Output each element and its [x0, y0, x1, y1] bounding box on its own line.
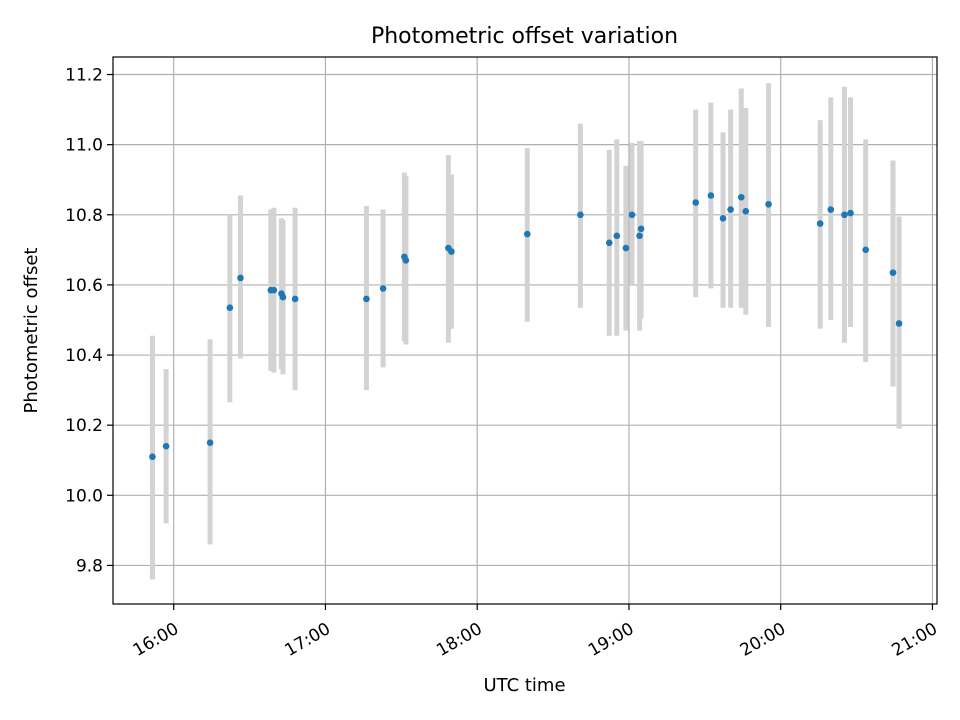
data-point	[523, 230, 531, 238]
y-tick-label: 10.4	[65, 346, 103, 366]
data-point	[841, 211, 848, 219]
data-point	[605, 239, 613, 247]
data-point	[363, 295, 370, 303]
data-point	[379, 285, 387, 292]
y-tick-label: 11.0	[65, 136, 103, 156]
data-point	[719, 214, 727, 222]
data-point	[742, 207, 750, 215]
data-point	[162, 442, 170, 450]
data-point	[847, 209, 854, 217]
plot-frame	[112, 56, 938, 605]
data-point	[577, 211, 584, 219]
data-point	[692, 199, 700, 206]
y-tick-label: 10.8	[65, 206, 103, 226]
grid	[113, 57, 937, 604]
data-point	[402, 257, 410, 264]
data-point	[637, 225, 645, 233]
data-point	[636, 232, 643, 240]
y-axis-label: Photometric offset	[21, 248, 42, 414]
data-point	[149, 453, 156, 461]
data-point	[827, 206, 835, 213]
y-tick-label: 11.2	[65, 66, 103, 86]
y-tick-label: 10.2	[65, 416, 103, 436]
data-point	[206, 439, 214, 447]
data-point	[628, 211, 636, 219]
data-markers	[149, 192, 903, 461]
data-point	[237, 274, 244, 282]
x-axis-label: UTC time	[483, 675, 565, 696]
y-tick-label: 10.6	[65, 276, 103, 296]
data-point	[737, 193, 745, 201]
chart-title: Photometric offset variation	[371, 24, 678, 49]
y-tick-label: 10.0	[65, 486, 103, 506]
data-point	[226, 304, 234, 312]
data-point	[622, 244, 630, 252]
data-point	[889, 269, 897, 276]
data-point	[448, 248, 455, 255]
data-point	[862, 246, 869, 254]
data-point	[895, 320, 903, 327]
data-point	[613, 232, 621, 240]
data-point	[816, 220, 824, 227]
data-point	[279, 293, 287, 301]
data-point	[727, 206, 734, 213]
data-point	[707, 192, 715, 199]
y-tick-label: 9.8	[76, 556, 103, 576]
data-point	[291, 295, 299, 303]
y-axis-ticks: 9.8 10.0 10.2 10.4 10.6 10.8 11.0 11.2	[65, 66, 113, 576]
data-point	[765, 200, 772, 208]
data-point	[270, 286, 278, 294]
